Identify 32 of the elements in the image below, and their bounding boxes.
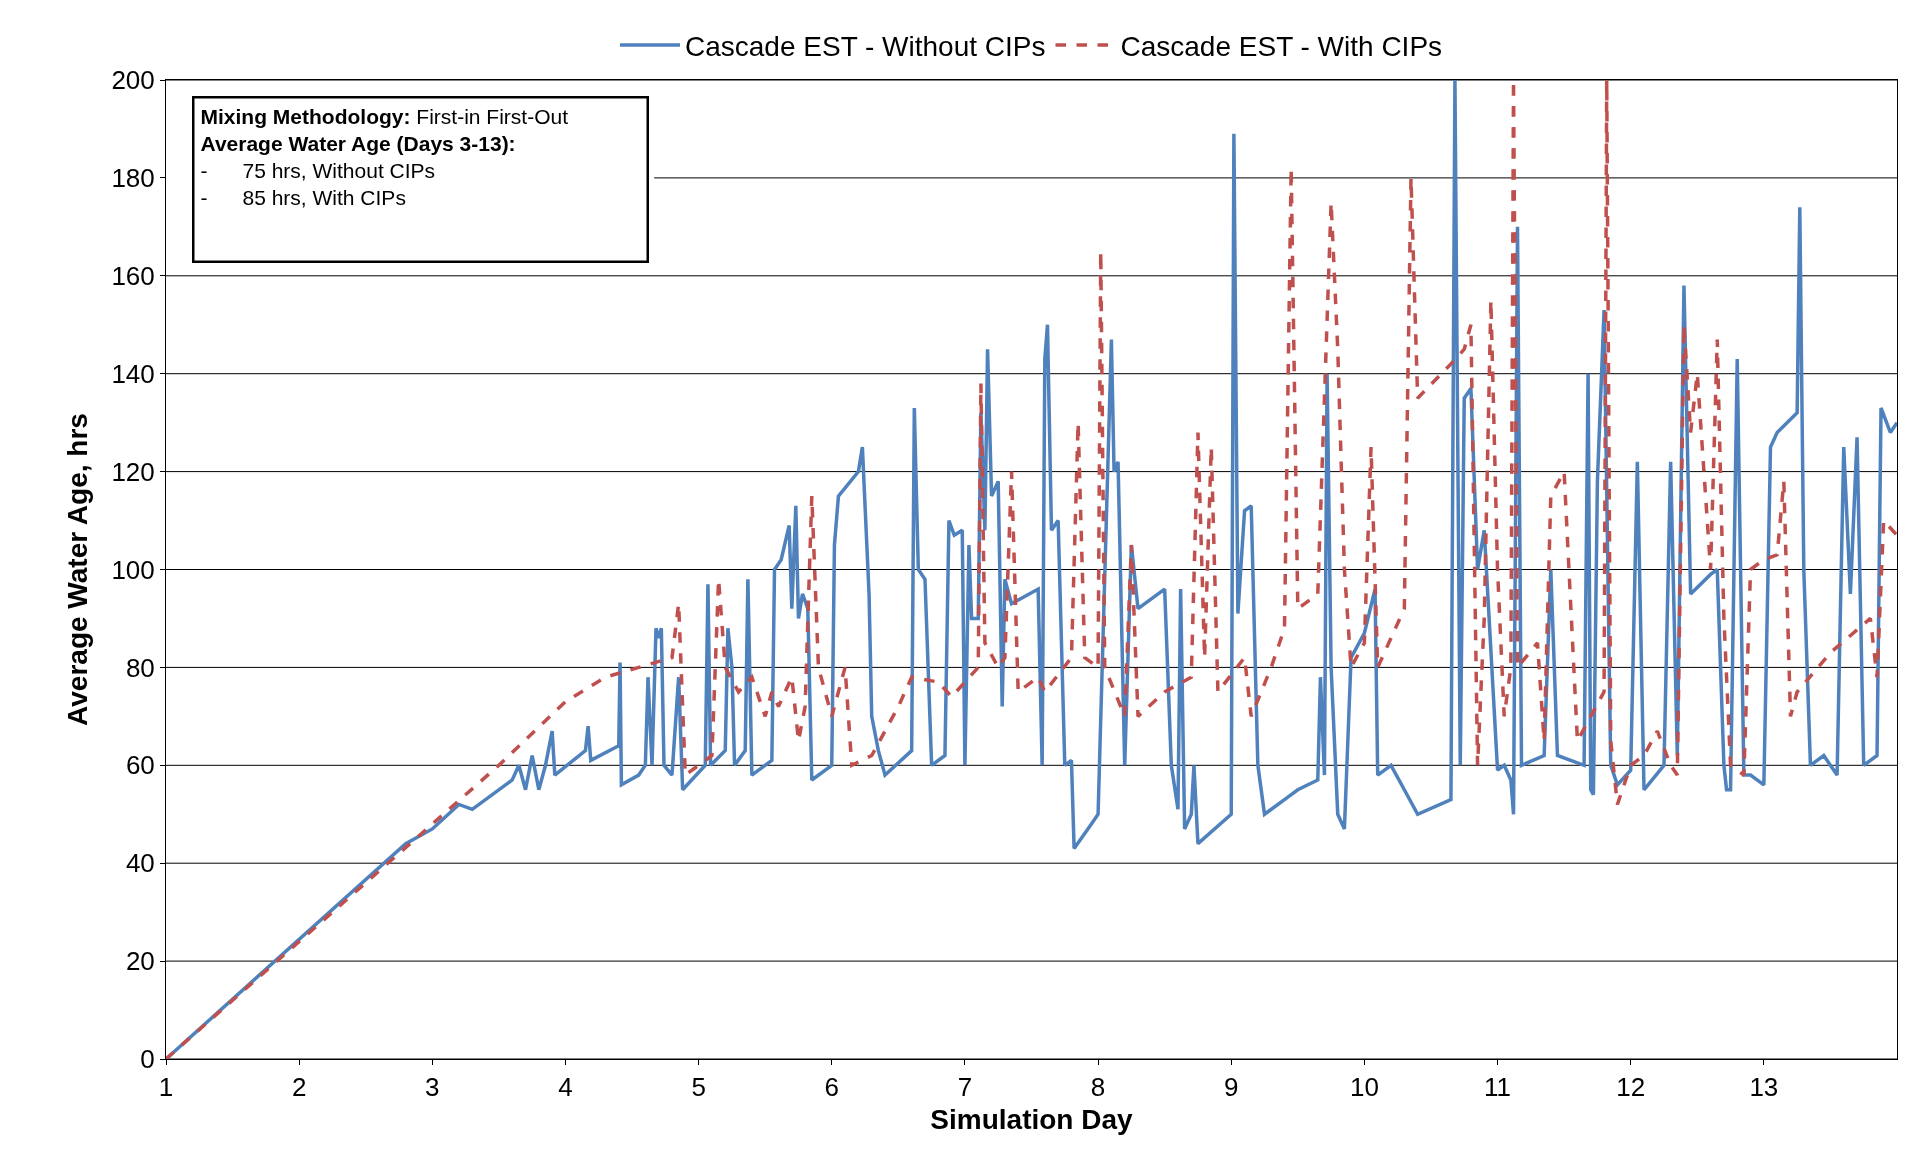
legend-label: Cascade EST - With CIPs — [1120, 30, 1443, 62]
y-tick-label: 200 — [111, 65, 155, 96]
y-tick-label: 120 — [111, 456, 155, 487]
x-tick-label: 3 — [425, 1072, 440, 1103]
annotation: Mixing Methodology: First-in First-Out — [200, 104, 569, 128]
annotation: - 75 hrs, Without CIPs — [200, 159, 436, 183]
y-tick-label: 140 — [111, 358, 155, 389]
x-tick-label: 5 — [691, 1072, 706, 1103]
y-tick-label: 20 — [125, 946, 155, 977]
y-tick-label: 60 — [125, 750, 155, 781]
x-tick-label: 12 — [1616, 1072, 1646, 1103]
x-tick-label: 4 — [558, 1072, 573, 1103]
y-tick-label: 160 — [111, 260, 155, 291]
x-tick-label: 10 — [1349, 1072, 1379, 1103]
x-tick-label: 6 — [824, 1072, 839, 1103]
legend-label: Cascade EST - Without CIPs — [685, 30, 1046, 62]
x-tick-label: 9 — [1224, 1072, 1239, 1103]
y-axis-title: Average Water Age, hrs — [62, 413, 94, 726]
y-tick-label: 0 — [140, 1044, 155, 1075]
x-tick-label: 11 — [1484, 1072, 1512, 1103]
x-tick-label: 8 — [1090, 1072, 1106, 1103]
x-tick-label: 2 — [291, 1072, 307, 1103]
x-tick-label: 1 — [158, 1072, 174, 1103]
y-tick-label: 80 — [125, 652, 155, 683]
x-axis-title: Simulation Day — [930, 1104, 1134, 1136]
annotation: Average Water Age (Days 3-13): — [200, 131, 516, 155]
y-tick-label: 100 — [111, 554, 155, 585]
y-tick-label: 180 — [111, 163, 155, 193]
x-tick-label: 7 — [957, 1072, 973, 1103]
y-tick-label: 40 — [125, 848, 155, 879]
x-tick-label: 13 — [1749, 1072, 1779, 1103]
annotation: - 85 hrs, With CIPs — [200, 186, 406, 210]
